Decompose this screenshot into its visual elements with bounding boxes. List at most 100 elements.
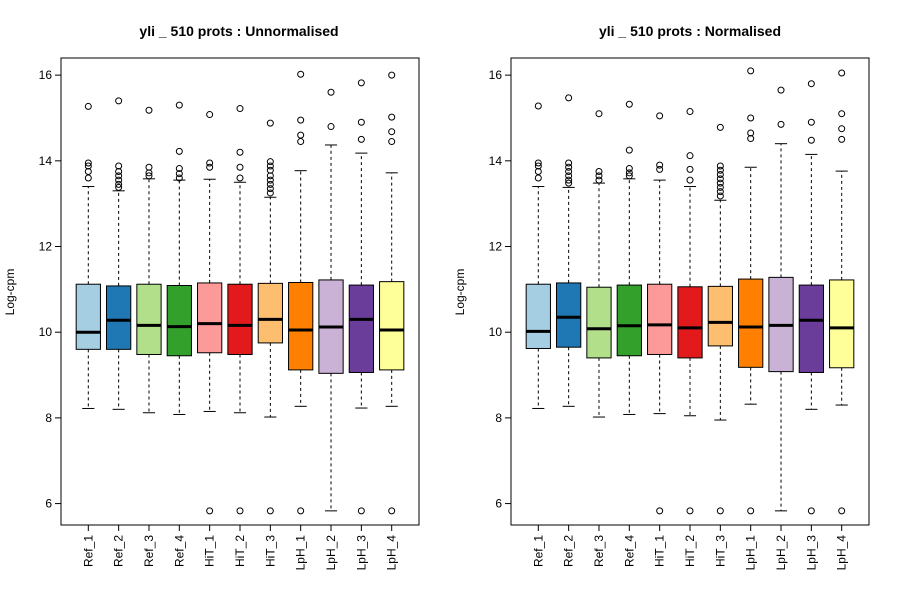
- outlier-point: [327, 88, 335, 96]
- y-axis-label: Log-cpm: [453, 269, 467, 316]
- outlier-point: [625, 172, 633, 180]
- outlier-point: [656, 112, 664, 120]
- outlier-point: [838, 507, 846, 515]
- outlier-point: [206, 507, 214, 515]
- box-Ref_1: [75, 102, 101, 409]
- outlier-point: [388, 128, 396, 136]
- box-LpH_4: [379, 71, 405, 515]
- outlier-point: [716, 192, 724, 200]
- x-tick-label: LpH_4: [385, 535, 399, 571]
- outlier-point: [266, 185, 274, 193]
- outlier-point: [686, 507, 694, 515]
- x-tick-label: Ref_1: [531, 535, 545, 567]
- x-tick-label: Ref_4: [622, 535, 636, 567]
- outlier-point: [534, 159, 542, 167]
- outlier-point: [145, 172, 153, 180]
- outlier-point: [145, 163, 153, 171]
- outlier-point: [236, 105, 244, 113]
- y-tick-label: 12: [39, 240, 53, 254]
- outlier-point: [838, 69, 846, 77]
- outlier-point: [534, 102, 542, 110]
- outlier-point: [297, 131, 305, 139]
- outlier-point: [656, 165, 664, 173]
- y-tick-label: 6: [45, 497, 52, 511]
- outlier-point: [266, 176, 274, 184]
- box-body: [379, 281, 405, 371]
- box-LpH_1: [738, 67, 764, 515]
- outlier-point: [747, 67, 755, 75]
- y-axis-label: Log-cpm: [3, 269, 17, 316]
- x-tick-label: Ref_3: [142, 535, 156, 567]
- box-Ref_3: [586, 110, 612, 418]
- outlier-point: [686, 152, 694, 160]
- outlier-point: [266, 162, 274, 170]
- box-body: [677, 286, 703, 359]
- outlier-point: [175, 165, 183, 173]
- box-body: [197, 282, 223, 354]
- outlier-point: [747, 114, 755, 122]
- outlier-point: [716, 166, 724, 174]
- box-LpH_4: [829, 69, 855, 515]
- outlier-point: [357, 118, 365, 126]
- outlier-point: [236, 148, 244, 156]
- chart-title: yli _ 510 prots : Unnormalised: [139, 23, 338, 39]
- y-tick-label: 6: [495, 497, 502, 511]
- box-body: [556, 282, 582, 348]
- normalised-panel: yli _ 510 prots : Normalised Log-cpm 6 8 1…: [453, 23, 870, 571]
- x-tick-label: LpH_1: [744, 535, 758, 571]
- box-HiT_2: [677, 108, 703, 515]
- outlier-point: [838, 125, 846, 133]
- x-tick-label: Ref_2: [112, 535, 126, 567]
- x-tick-label: LpH_2: [774, 535, 788, 571]
- outlier-point: [175, 147, 183, 155]
- outlier-point: [115, 176, 123, 184]
- x-tick-label: HiT_2: [683, 535, 697, 567]
- outlier-point: [625, 146, 633, 154]
- y-tick-label: 8: [495, 411, 502, 425]
- outlier-point: [565, 163, 573, 171]
- box-body: [525, 283, 551, 349]
- y-tick-label: 14: [489, 154, 503, 168]
- outlier-point: [206, 111, 214, 119]
- outlier-point: [807, 118, 815, 126]
- box-HiT_2: [227, 105, 253, 515]
- outlier-point: [595, 168, 603, 176]
- x-tick-label: LpH_4: [835, 535, 849, 571]
- y-tick-label: 14: [39, 154, 53, 168]
- outlier-point: [388, 71, 396, 79]
- outlier-point: [175, 170, 183, 178]
- x-tick-label: HiT_3: [263, 535, 277, 567]
- box-body: [798, 284, 824, 373]
- outlier-point: [388, 507, 396, 515]
- box-body: [829, 279, 855, 369]
- outlier-point: [115, 180, 123, 188]
- outlier-point: [534, 162, 542, 170]
- box-body: [616, 284, 642, 357]
- outlier-point: [266, 180, 274, 188]
- box-Ref_2: [106, 97, 132, 410]
- y-tick-label: 8: [45, 411, 52, 425]
- outlier-point: [297, 70, 305, 78]
- box-LpH_3: [348, 79, 374, 515]
- x-tick-label: Ref_2: [562, 535, 576, 567]
- outlier-point: [175, 101, 183, 109]
- box-Ref_2: [556, 94, 582, 407]
- x-tick-label: HiT_1: [653, 535, 667, 567]
- box-Ref_3: [136, 106, 162, 414]
- outlier-point: [236, 163, 244, 171]
- x-tick-label: HiT_3: [713, 535, 727, 567]
- outlier-point: [115, 97, 123, 105]
- outlier-point: [388, 113, 396, 121]
- box-LpH_2: [768, 86, 794, 512]
- x-tick-label: HiT_2: [233, 535, 247, 567]
- outlier-point: [266, 119, 274, 127]
- outlier-point: [357, 79, 365, 87]
- outlier-point: [838, 135, 846, 143]
- y-tick-label: 12: [489, 240, 503, 254]
- outlier-point: [297, 507, 305, 515]
- outlier-point: [115, 183, 123, 191]
- y-tick-label: 10: [489, 325, 503, 339]
- outlier-point: [716, 123, 724, 131]
- box-body: [707, 285, 733, 347]
